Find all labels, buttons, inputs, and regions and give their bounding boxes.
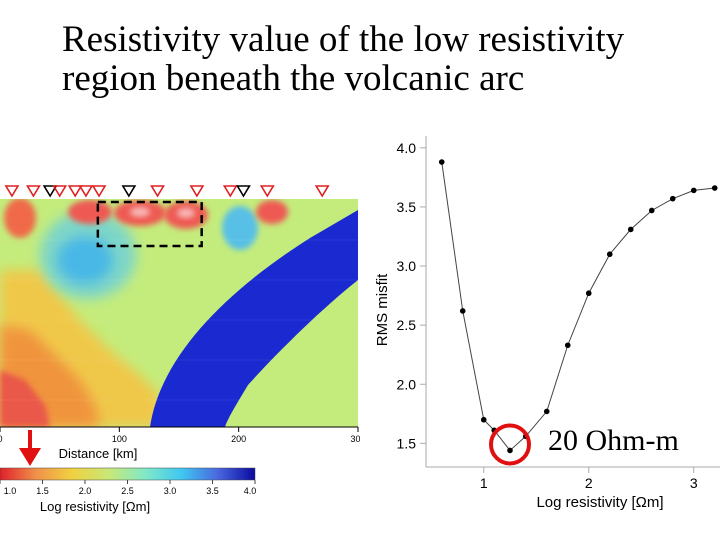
misfit-x-axis: 1 2 3	[480, 467, 698, 491]
distance-tick-label: 300	[350, 434, 360, 444]
distance-axis: 0 100 200 300 Distance [km]	[0, 426, 360, 461]
highlight-box	[96, 200, 203, 248]
colorbar-tick-label: 1.5	[36, 486, 49, 496]
misfit-point	[690, 187, 697, 194]
colorbar-tick-label: 4.0	[244, 486, 257, 496]
misfit-point	[543, 408, 550, 415]
colorbar: 1.0 1.5 2.0 2.5 3.0 3.5 4.0 Log resistivity [Ω…	[0, 467, 257, 514]
station-marker	[52, 185, 68, 198]
colorbar-tick-label: 2.5	[121, 486, 134, 496]
misfit-series	[438, 159, 718, 454]
misfit-y-axis: 1.5 2.0 2.5 3.0 3.5 4.0	[397, 140, 426, 451]
misfit-x-tick-label: 3	[690, 475, 698, 491]
misfit-point	[438, 159, 445, 165]
station-marker	[189, 185, 205, 198]
colorbar-label: Log resistivity [Ωm]	[40, 499, 150, 514]
misfit-y-tick-label: 4.0	[397, 140, 417, 156]
model-section	[0, 199, 358, 427]
oceanic-slab	[150, 210, 358, 427]
resistivity-annotation: 20 Ohm-m	[548, 424, 679, 457]
station-marker	[314, 185, 330, 198]
misfit-point	[648, 207, 655, 214]
misfit-point	[459, 308, 466, 314]
station-marker	[26, 185, 41, 198]
station-markers	[4, 185, 330, 198]
highlight-circle	[489, 423, 531, 466]
resistivity-model-chart: 0 100 200 300 Distance [km] 1.0 1.5 2.0 2.5 3.0…	[0, 185, 360, 514]
station-marker	[121, 185, 137, 198]
station-marker	[4, 185, 20, 198]
red-arrow	[19, 430, 41, 466]
station-marker	[78, 185, 94, 198]
misfit-point	[669, 195, 676, 202]
colorbar-tick-label: 3.0	[164, 486, 177, 496]
rms-misfit-chart: 1.5 2.0 2.5 3.0 3.5 4.0 1 2 3 RMS misfit Log re…	[374, 136, 720, 511]
misfit-y-tick-label: 3.0	[397, 258, 417, 274]
colorbar-tick-label: 2.0	[79, 486, 92, 496]
station-marker	[259, 185, 275, 198]
title-line-1: Resistivity value of the low resistivity	[62, 19, 625, 60]
station-marker	[222, 185, 238, 198]
misfit-point	[585, 290, 592, 297]
misfit-point	[606, 251, 613, 258]
distance-axis-label: Distance [km]	[59, 446, 138, 461]
misfit-y-tick-label: 2.0	[397, 376, 417, 392]
misfit-y-tick-label: 3.5	[397, 199, 417, 215]
misfit-point	[480, 416, 487, 423]
misfit-point	[564, 342, 571, 349]
distance-tick-label: 200	[231, 434, 246, 444]
misfit-x-tick-label: 2	[585, 475, 593, 491]
station-marker	[236, 185, 251, 198]
misfit-point	[627, 226, 634, 233]
slide-title: Resistivity value of the low resistivity…	[62, 20, 712, 98]
station-marker	[42, 185, 58, 198]
station-marker	[150, 185, 165, 198]
misfit-y-axis-label: RMS misfit	[374, 273, 391, 346]
station-marker	[67, 185, 83, 198]
distance-tick-label: 100	[112, 434, 127, 444]
title-line-2: region beneath the volcanic arc	[62, 58, 525, 99]
misfit-x-axis-label: Log resistivity [Ωm]	[536, 494, 663, 511]
colorbar-tick-label: 3.5	[206, 486, 219, 496]
cell-grid	[0, 239, 358, 401]
misfit-y-tick-label: 1.5	[397, 435, 417, 451]
colorbar-tick-label: 1.0	[4, 486, 17, 496]
distance-tick-label: 0	[0, 434, 3, 444]
misfit-plot-frame	[425, 136, 720, 468]
misfit-y-tick-label: 2.5	[397, 317, 417, 333]
misfit-point	[507, 447, 513, 454]
station-marker	[91, 185, 107, 198]
misfit-x-tick-label: 1	[480, 475, 488, 491]
misfit-line	[441, 161, 715, 452]
misfit-point	[711, 185, 718, 191]
